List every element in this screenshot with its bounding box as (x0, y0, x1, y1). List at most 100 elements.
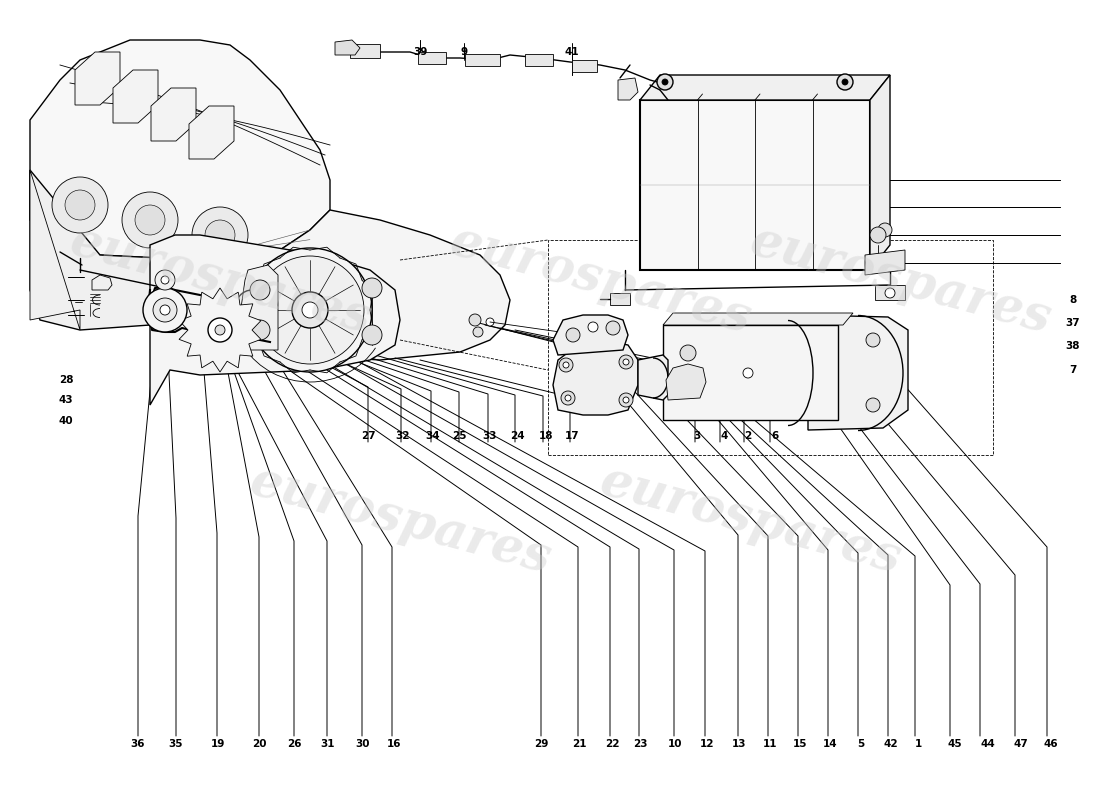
Text: 15: 15 (792, 739, 807, 749)
Circle shape (742, 368, 754, 378)
Text: 6: 6 (772, 431, 779, 441)
Polygon shape (30, 170, 80, 330)
Text: 41: 41 (564, 47, 580, 57)
Text: 28: 28 (58, 375, 74, 385)
Polygon shape (179, 288, 261, 372)
Text: 43: 43 (58, 395, 74, 405)
Polygon shape (180, 210, 510, 360)
Text: eurospares: eurospares (594, 456, 906, 584)
Text: 40: 40 (58, 416, 74, 426)
Text: 45: 45 (947, 739, 962, 749)
Circle shape (362, 325, 382, 345)
Text: 47: 47 (1013, 739, 1028, 749)
Text: 8: 8 (1069, 295, 1076, 305)
Text: 37: 37 (1065, 318, 1080, 328)
Text: 9: 9 (461, 47, 468, 57)
Bar (640, 100, 870, 270)
Circle shape (250, 280, 270, 300)
Text: 4: 4 (720, 431, 727, 441)
Text: 24: 24 (509, 431, 525, 441)
Circle shape (662, 79, 668, 85)
Polygon shape (808, 315, 908, 430)
Text: 20: 20 (252, 739, 267, 749)
Circle shape (680, 375, 696, 391)
Text: 27: 27 (361, 431, 376, 441)
Polygon shape (870, 75, 890, 270)
Bar (350, 44, 380, 58)
Polygon shape (638, 355, 668, 400)
Circle shape (214, 325, 225, 335)
Text: 5: 5 (858, 739, 865, 749)
Text: 46: 46 (1043, 739, 1058, 749)
Polygon shape (150, 235, 400, 405)
Polygon shape (618, 78, 638, 100)
Polygon shape (75, 52, 120, 105)
Bar (525, 54, 553, 66)
Bar (610, 293, 630, 305)
Circle shape (248, 248, 372, 372)
Bar (663, 325, 838, 420)
Text: 7: 7 (1069, 365, 1076, 374)
Text: 34: 34 (425, 431, 440, 441)
Circle shape (469, 314, 481, 326)
Bar (572, 60, 597, 72)
Circle shape (362, 278, 382, 298)
Text: 29: 29 (534, 739, 549, 749)
Polygon shape (151, 88, 196, 141)
Polygon shape (640, 75, 890, 100)
Circle shape (623, 397, 629, 403)
Text: eurospares: eurospares (444, 216, 756, 344)
Circle shape (155, 270, 175, 290)
Circle shape (161, 276, 169, 284)
Circle shape (486, 318, 494, 326)
Polygon shape (553, 340, 638, 415)
Polygon shape (553, 315, 628, 355)
Circle shape (268, 275, 312, 319)
Polygon shape (865, 250, 905, 275)
Circle shape (563, 362, 569, 368)
Text: 33: 33 (482, 431, 497, 441)
Circle shape (866, 398, 880, 412)
Circle shape (208, 253, 252, 297)
Circle shape (588, 322, 598, 332)
Text: 32: 32 (395, 431, 410, 441)
Text: 23: 23 (632, 739, 648, 749)
Circle shape (606, 321, 620, 335)
Circle shape (192, 207, 248, 263)
Circle shape (473, 327, 483, 337)
Text: 17: 17 (564, 431, 580, 441)
Text: 19: 19 (210, 739, 225, 749)
Circle shape (52, 177, 108, 233)
Text: 12: 12 (700, 739, 715, 749)
Text: 2: 2 (745, 431, 751, 441)
Circle shape (619, 393, 632, 407)
Polygon shape (336, 40, 360, 55)
Text: 21: 21 (572, 739, 587, 749)
Circle shape (278, 285, 303, 309)
Circle shape (338, 307, 362, 331)
Bar (418, 52, 446, 64)
Text: 35: 35 (168, 739, 184, 749)
Text: 26: 26 (287, 739, 303, 749)
Polygon shape (92, 275, 112, 290)
Circle shape (870, 227, 886, 243)
Bar (874, 285, 905, 300)
Circle shape (256, 256, 364, 364)
Circle shape (122, 192, 178, 248)
Text: 31: 31 (320, 739, 336, 749)
Circle shape (842, 79, 848, 85)
Text: eurospares: eurospares (244, 456, 556, 584)
Polygon shape (240, 265, 278, 350)
Circle shape (135, 205, 165, 235)
Text: 30: 30 (355, 739, 371, 749)
Circle shape (160, 305, 170, 315)
Text: 10: 10 (668, 739, 683, 749)
Text: 18: 18 (538, 431, 553, 441)
Circle shape (623, 359, 629, 365)
Circle shape (559, 358, 573, 372)
Circle shape (619, 355, 632, 369)
Circle shape (143, 288, 187, 332)
Text: 3: 3 (694, 431, 701, 441)
Polygon shape (663, 313, 852, 325)
Circle shape (153, 298, 177, 322)
